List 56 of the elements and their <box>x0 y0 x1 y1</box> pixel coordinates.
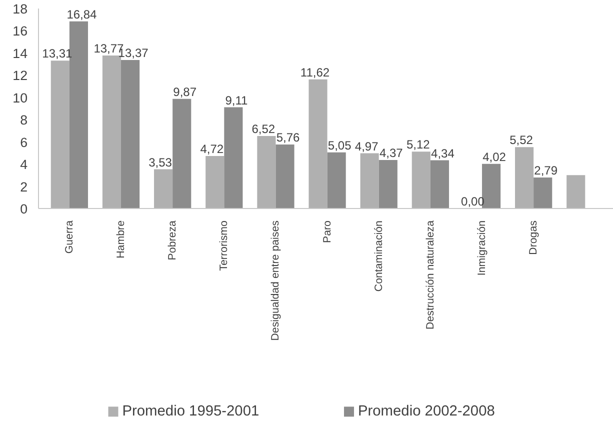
data-label: 6,52 <box>252 122 276 136</box>
bar <box>206 156 224 208</box>
data-label: 4,34 <box>431 146 455 160</box>
data-label: 9,11 <box>225 93 248 108</box>
y-tick-label: 14 <box>12 46 28 61</box>
y-tick-label: 16 <box>12 24 28 39</box>
bar <box>257 136 276 208</box>
bar <box>360 153 379 208</box>
bar <box>566 175 586 208</box>
x-tick-label: Destrucción naturaleza <box>424 220 436 330</box>
bar <box>327 152 346 208</box>
data-label: 4,97 <box>354 139 379 154</box>
data-label: 4,02 <box>482 150 506 164</box>
bar <box>172 98 192 208</box>
bar <box>154 169 173 208</box>
x-tick-label: Pobreza <box>166 220 179 260</box>
data-label: 5,52 <box>510 133 534 148</box>
y-tick-label: 0 <box>20 202 28 216</box>
data-label: 16,84 <box>66 7 98 22</box>
data-label: 5,12 <box>406 138 430 152</box>
data-label: 11,62 <box>300 65 330 80</box>
bar <box>224 107 243 208</box>
x-tick-label: Guerra <box>63 220 76 254</box>
legend-label: Promedio 1995-2001 <box>122 404 260 420</box>
bar <box>308 79 328 208</box>
x-tick-label: Inmigración <box>476 220 488 276</box>
data-label: 9,87 <box>173 84 197 99</box>
bar <box>50 60 70 208</box>
x-tick-label: Terrorismo <box>218 220 230 271</box>
y-tick-label: 18 <box>12 2 28 16</box>
data-label: 3,53 <box>148 155 172 170</box>
y-tick-label: 4 <box>20 157 28 172</box>
x-tick-label: Desigualdad entre paises <box>270 220 282 341</box>
bar <box>482 164 501 208</box>
bar <box>412 152 430 208</box>
x-tick-label: Hambre <box>115 220 128 258</box>
legend-label: Promedio 2002-2008 <box>358 404 495 420</box>
bar <box>276 144 294 208</box>
y-tick-label: 12 <box>12 68 28 84</box>
x-tick-label: Drogas <box>528 220 540 255</box>
data-label: 5,05 <box>328 138 352 152</box>
bar <box>534 178 552 208</box>
y-tick-label: 10 <box>12 90 28 106</box>
bar <box>515 147 534 208</box>
bar <box>378 160 398 208</box>
x-tick-label: Contaminación <box>372 220 385 292</box>
y-tick-label: 6 <box>20 134 28 150</box>
bar <box>121 60 140 208</box>
bar <box>430 160 449 208</box>
y-tick-label: 2 <box>20 179 28 194</box>
data-label: 4,37 <box>379 146 404 160</box>
data-label: 2,79 <box>534 164 558 178</box>
data-label: 4,72 <box>200 142 224 156</box>
y-tick-label: 8 <box>20 112 28 128</box>
data-label: 5,76 <box>276 130 300 144</box>
x-tick-label: Paro <box>321 220 334 244</box>
